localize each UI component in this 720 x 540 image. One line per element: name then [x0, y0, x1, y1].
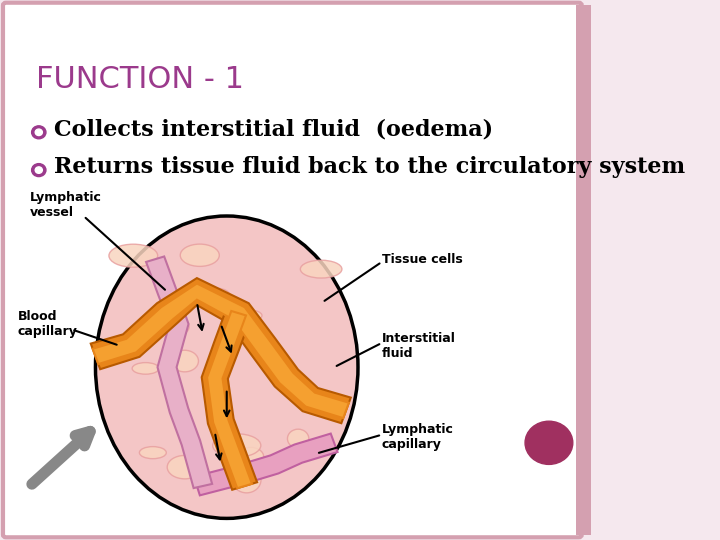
Ellipse shape [204, 288, 230, 305]
Polygon shape [194, 434, 338, 495]
Polygon shape [91, 278, 351, 423]
Text: Interstitial
fluid: Interstitial fluid [382, 332, 456, 360]
Ellipse shape [109, 244, 158, 267]
Circle shape [35, 129, 42, 136]
Circle shape [32, 126, 46, 139]
FancyArrowPatch shape [32, 431, 90, 484]
Circle shape [32, 164, 46, 177]
Ellipse shape [132, 362, 159, 374]
Polygon shape [93, 284, 349, 418]
Ellipse shape [232, 467, 261, 493]
Circle shape [35, 167, 42, 173]
Text: Blood
capillary: Blood capillary [18, 310, 78, 338]
Ellipse shape [212, 434, 261, 457]
Polygon shape [207, 311, 252, 488]
Ellipse shape [238, 448, 264, 466]
Text: Returns tissue fluid back to the circulatory system: Returns tissue fluid back to the circula… [54, 157, 685, 178]
Ellipse shape [171, 350, 199, 372]
Ellipse shape [161, 318, 189, 335]
Ellipse shape [180, 244, 220, 266]
Polygon shape [146, 256, 212, 488]
Text: Collects interstitial fluid  (oedema): Collects interstitial fluid (oedema) [54, 119, 492, 140]
Ellipse shape [300, 260, 342, 278]
Ellipse shape [287, 429, 309, 448]
FancyBboxPatch shape [576, 5, 590, 535]
Text: FUNCTION - 1: FUNCTION - 1 [36, 65, 244, 94]
Ellipse shape [235, 310, 262, 321]
Ellipse shape [167, 455, 202, 479]
Text: Lymphatic
vessel: Lymphatic vessel [30, 191, 102, 219]
Circle shape [525, 421, 573, 464]
FancyBboxPatch shape [3, 3, 582, 537]
Ellipse shape [140, 447, 166, 458]
Text: Tissue cells: Tissue cells [382, 253, 463, 266]
Ellipse shape [96, 216, 358, 518]
Polygon shape [202, 309, 257, 490]
Text: Lymphatic
capillary: Lymphatic capillary [382, 423, 454, 451]
